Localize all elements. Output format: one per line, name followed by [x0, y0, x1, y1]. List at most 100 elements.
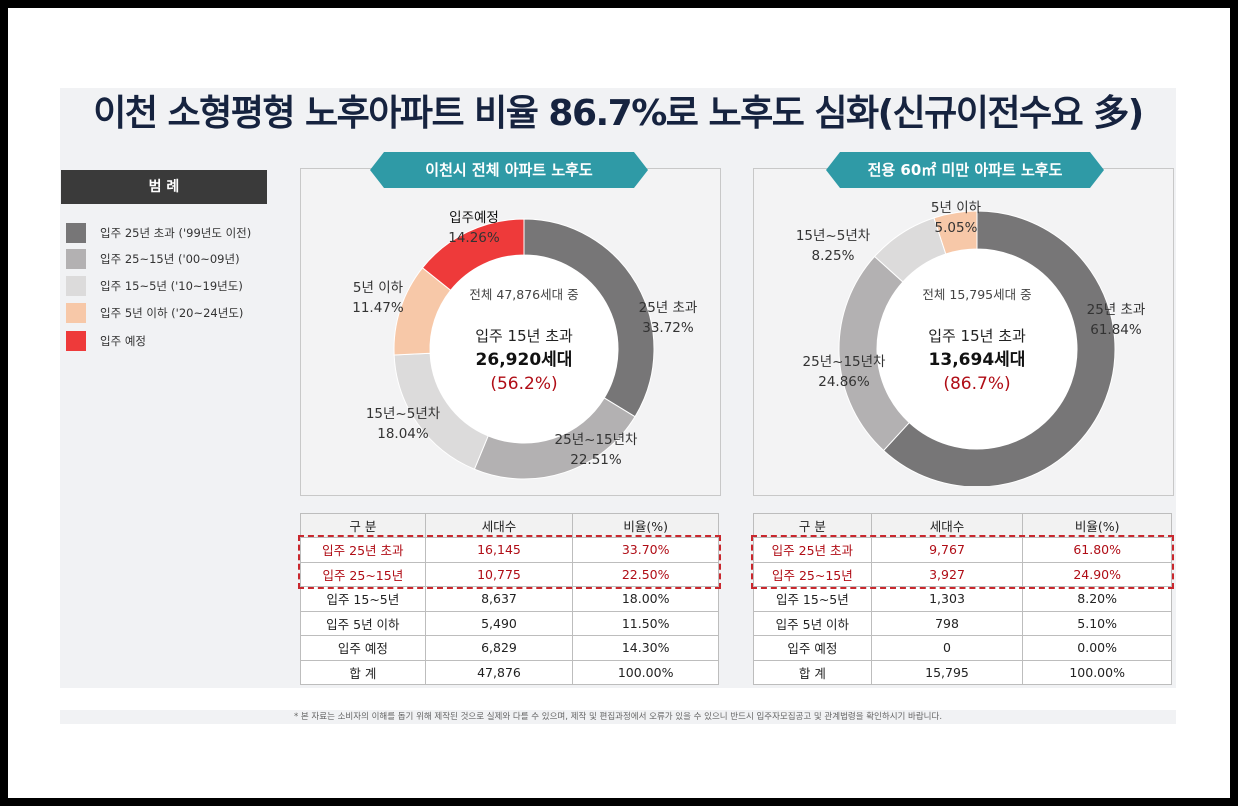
data-table-small: 구 분 세대수 비율(%) 입주 25년 초과 9,767 61.80% 입주 25~…: [753, 513, 1172, 685]
chart-title-total: 이천시 전체 아파트 노후도: [370, 152, 648, 188]
slice-label-name: 25년 초과: [1087, 302, 1146, 318]
table-row: 합 계 47,876 100.00%: [300, 659, 719, 685]
table-cell-ratio: 33.70%: [572, 537, 719, 563]
slice-label-value: 61.84%: [1090, 322, 1142, 338]
table-header-ratio: 비율(%): [572, 513, 719, 538]
table-cell-category: 입주 25년 초과: [300, 537, 426, 563]
table-cell-households: 1,303: [870, 586, 1024, 612]
table-cell-households: 10,775: [424, 561, 574, 587]
slice-label-value: 14.26%: [448, 230, 500, 246]
donut-center-text: 입주 15년 초과: [928, 327, 1026, 345]
donut-center-text: 전체 15,795세대 중: [922, 287, 1031, 302]
table-cell-households: 15,795: [870, 659, 1024, 685]
slice-label-name: 5년 이하: [931, 200, 982, 216]
legend-label: 입주 25년 초과 ('99년도 이전): [100, 226, 252, 240]
table-header-households: 세대수: [424, 513, 574, 538]
legend-label: 입주 15~5년 ('10~19년도): [100, 279, 243, 293]
table-row: 입주 예정 0 0.00%: [753, 635, 1172, 661]
table-cell-households: 6,829: [424, 635, 574, 661]
table-cell-ratio: 14.30%: [572, 635, 719, 661]
table-header-ratio: 비율(%): [1022, 513, 1172, 538]
donut-center-text: (86.7%): [943, 374, 1010, 394]
donut-center-text: 26,920세대: [476, 350, 573, 370]
slice-label-value: 5.05%: [935, 220, 978, 236]
table-cell-ratio: 8.20%: [1022, 586, 1172, 612]
slice-label-name: 25년 초과: [639, 300, 698, 316]
table-cell-households: 798: [870, 610, 1024, 636]
slice-label-name: 5년 이하: [353, 280, 404, 296]
table-cell-category: 합 계: [753, 659, 872, 685]
footnote: * 본 자료는 소비자의 이해를 돕기 위해 제작된 것으로 실제와 다를 수 …: [60, 710, 1176, 724]
table-cell-households: 47,876: [424, 659, 574, 685]
table-cell-ratio: 61.80%: [1022, 537, 1172, 563]
legend-item: 입주 5년 이하 ('20~24년도): [66, 302, 243, 324]
legend-item: 입주 예정: [66, 330, 146, 352]
legend-swatch: [66, 303, 86, 323]
table-cell-households: 16,145: [424, 537, 574, 563]
table-row: 입주 15~5년 8,637 18.00%: [300, 586, 719, 612]
table-row: 입주 25년 초과 16,145 33.70%: [300, 537, 719, 563]
table-cell-category: 입주 15~5년: [300, 586, 426, 612]
donut-slice: [882, 210, 1116, 486]
slice-label-value: 22.51%: [570, 452, 622, 468]
donut-center-text: 입주 15년 초과: [475, 327, 573, 345]
table-row: 입주 5년 이하 798 5.10%: [753, 610, 1172, 636]
table-cell-category: 입주 5년 이하: [300, 610, 426, 636]
table-cell-category: 입주 5년 이하: [753, 610, 872, 636]
table-cell-ratio: 22.50%: [572, 561, 719, 587]
table-cell-ratio: 100.00%: [1022, 659, 1172, 685]
slice-label-value: 11.47%: [352, 300, 404, 316]
table-cell-ratio: 0.00%: [1022, 635, 1172, 661]
table-row: 입주 5년 이하 5,490 11.50%: [300, 610, 719, 636]
slice-label-value: 33.72%: [642, 320, 694, 336]
table-cell-category: 입주 15~5년: [753, 586, 872, 612]
legend-swatch: [66, 223, 86, 243]
donut-chart-total: 전체 47,876세대 중입주 15년 초과 26,920세대 (56.2%) 25년…: [352, 210, 698, 480]
legend-label: 입주 25~15년 ('00~09년): [100, 252, 240, 266]
slice-label-value: 24.86%: [818, 374, 870, 390]
slice-label-name: 입주예정: [449, 210, 499, 226]
table-cell-category: 입주 25년 초과: [753, 537, 872, 563]
table-cell-households: 5,490: [424, 610, 574, 636]
table-row: 합 계 15,795 100.00%: [753, 659, 1172, 685]
slice-label-name: 25년~15년차: [555, 432, 639, 448]
donut-center-text: 13,694세대: [929, 350, 1026, 370]
table-cell-households: 9,767: [870, 537, 1024, 563]
table-cell-households: 3,927: [870, 561, 1024, 587]
donut-center-text: (56.2%): [490, 374, 557, 394]
table-cell-category: 입주 예정: [300, 635, 426, 661]
table-row: 입주 25~15년 3,927 24.90%: [753, 561, 1172, 587]
slice-label-name: 25년~15년차: [803, 354, 887, 370]
page-title: 이천 소형평형 노후아파트 비율 86.7%로 노후도 심화(신규이전수요 多): [93, 93, 1144, 134]
legend-swatch: [66, 276, 86, 296]
legend-header: 범 례: [61, 170, 267, 204]
table-header-category: 구 분: [300, 513, 426, 538]
slice-label-name: 15년~5년차: [796, 228, 871, 244]
table-header-households: 세대수: [870, 513, 1024, 538]
table-cell-category: 합 계: [300, 659, 426, 685]
legend-item: 입주 15~5년 ('10~19년도): [66, 275, 243, 297]
table-cell-ratio: 18.00%: [572, 586, 719, 612]
table-row: 입주 25년 초과 9,767 61.80%: [753, 537, 1172, 563]
table-row: 입주 25~15년 10,775 22.50%: [300, 561, 719, 587]
chart-title-small: 전용 60㎡ 미만 아파트 노후도: [826, 152, 1104, 188]
slice-label-value: 8.25%: [812, 248, 855, 264]
legend-item: 입주 25~15년 ('00~09년): [66, 248, 240, 270]
donut-hole: [877, 249, 1077, 449]
slice-label-name: 15년~5년차: [366, 406, 441, 422]
legend-item: 입주 25년 초과 ('99년도 이전): [66, 222, 251, 244]
slice-label-value: 18.04%: [377, 426, 429, 442]
data-table-total: 구 분 세대수 비율(%) 입주 25년 초과 16,145 33.70% 입주 25…: [300, 513, 719, 685]
table-cell-category: 입주 25~15년: [300, 561, 426, 587]
table-cell-ratio: 24.90%: [1022, 561, 1172, 587]
legend-label: 입주 예정: [100, 334, 146, 348]
donut-chart-small: 전체 15,795세대 중입주 15년 초과 13,694세대 (86.7%) 25년…: [796, 200, 1146, 486]
donut-center-text: 전체 47,876세대 중: [469, 287, 578, 302]
table-cell-ratio: 11.50%: [572, 610, 719, 636]
table-row: 입주 예정 6,829 14.30%: [300, 635, 719, 661]
donut-hole: [430, 255, 618, 443]
table-header-category: 구 분: [753, 513, 872, 538]
table-cell-households: 8,637: [424, 586, 574, 612]
legend-swatch: [66, 331, 86, 351]
table-cell-ratio: 100.00%: [572, 659, 719, 685]
